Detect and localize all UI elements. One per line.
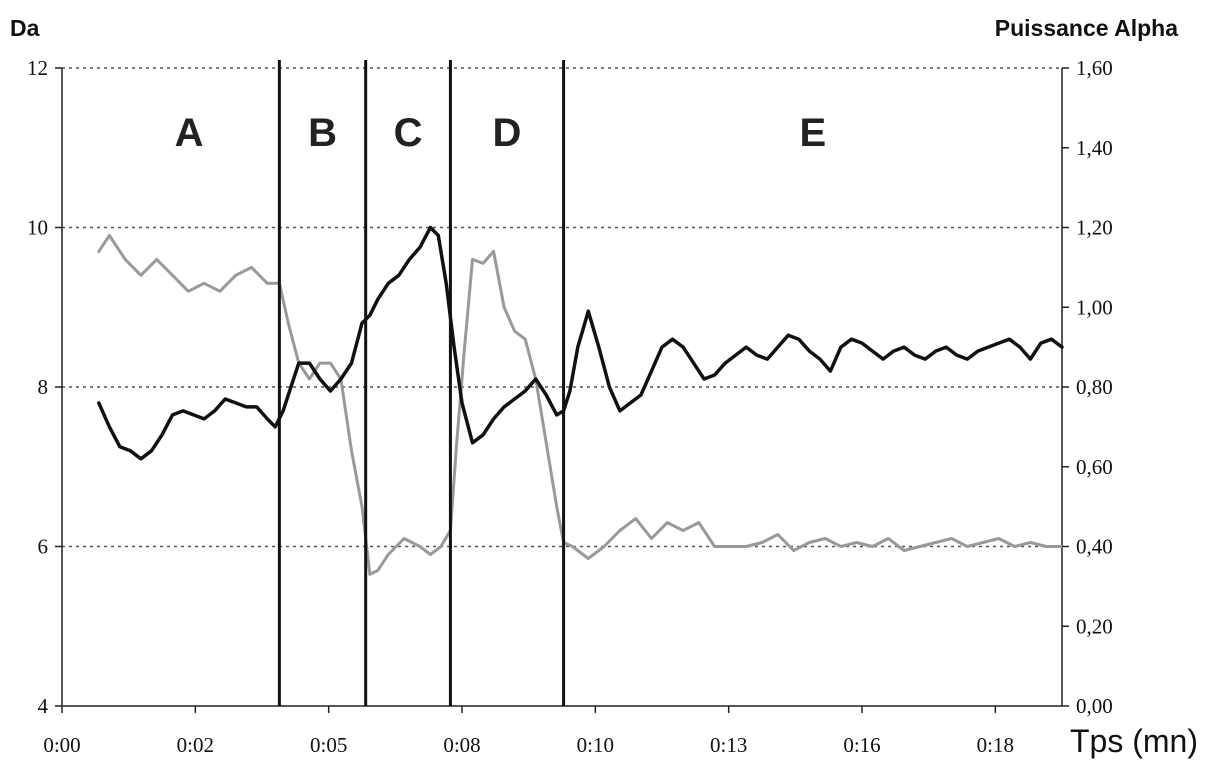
x-tick-label: 0:10 — [577, 733, 614, 757]
y-left-tick-label: 4 — [38, 694, 49, 718]
x-tick-label: 0:00 — [43, 733, 80, 757]
series-line-2 — [97, 225, 1064, 461]
phase-label-d: D — [493, 111, 522, 155]
y-right-tick-label: 0,20 — [1076, 614, 1113, 638]
y-left-tick-label: 12 — [27, 56, 48, 80]
phase-boundaries — [277, 60, 566, 706]
x-tick-label: 0:08 — [443, 733, 480, 757]
y-axis-left-title: Da — [10, 15, 40, 41]
y-left-tick-label: 10 — [27, 216, 48, 240]
phase-labels: A B C D E — [175, 111, 826, 155]
y-right-tick-label: 0,80 — [1076, 375, 1113, 399]
x-tick-label: 0:18 — [977, 733, 1014, 757]
x-tick-label: 0:02 — [177, 733, 214, 757]
y-right-tick-label: 0,60 — [1076, 455, 1113, 479]
y-right-tick-label: 1,40 — [1076, 136, 1113, 160]
y-left-tick-label: 8 — [38, 375, 49, 399]
y-right-tick-label: 0,00 — [1076, 694, 1113, 718]
phase-label-b: B — [308, 111, 337, 155]
y-right-tick-label: 1,00 — [1076, 295, 1113, 319]
phase-label-c: C — [394, 111, 423, 155]
x-tick-label: 0:16 — [843, 733, 880, 757]
y-axis-right-title: Puissance Alpha — [995, 15, 1178, 41]
y-right-tick-label: 0,40 — [1076, 535, 1113, 559]
phase-label-e: E — [799, 111, 826, 155]
x-axis-title: Tps (mn) — [1070, 723, 1198, 759]
series-lines — [97, 225, 1064, 576]
x-tick-label: 0:13 — [710, 733, 747, 757]
y-right-tick-label: 1,60 — [1076, 56, 1113, 80]
y-right-tick-label: 1,20 — [1076, 216, 1113, 240]
gridlines — [62, 67, 1062, 548]
phase-label-a: A — [175, 111, 204, 155]
ticks: 4 6 8 10 12 0,00 0,20 0,40 0,60 0,80 1,00 1,20 1,40 1… — [27, 56, 1113, 757]
y-left-tick-label: 6 — [38, 535, 49, 559]
x-tick-label: 0:05 — [310, 733, 347, 757]
